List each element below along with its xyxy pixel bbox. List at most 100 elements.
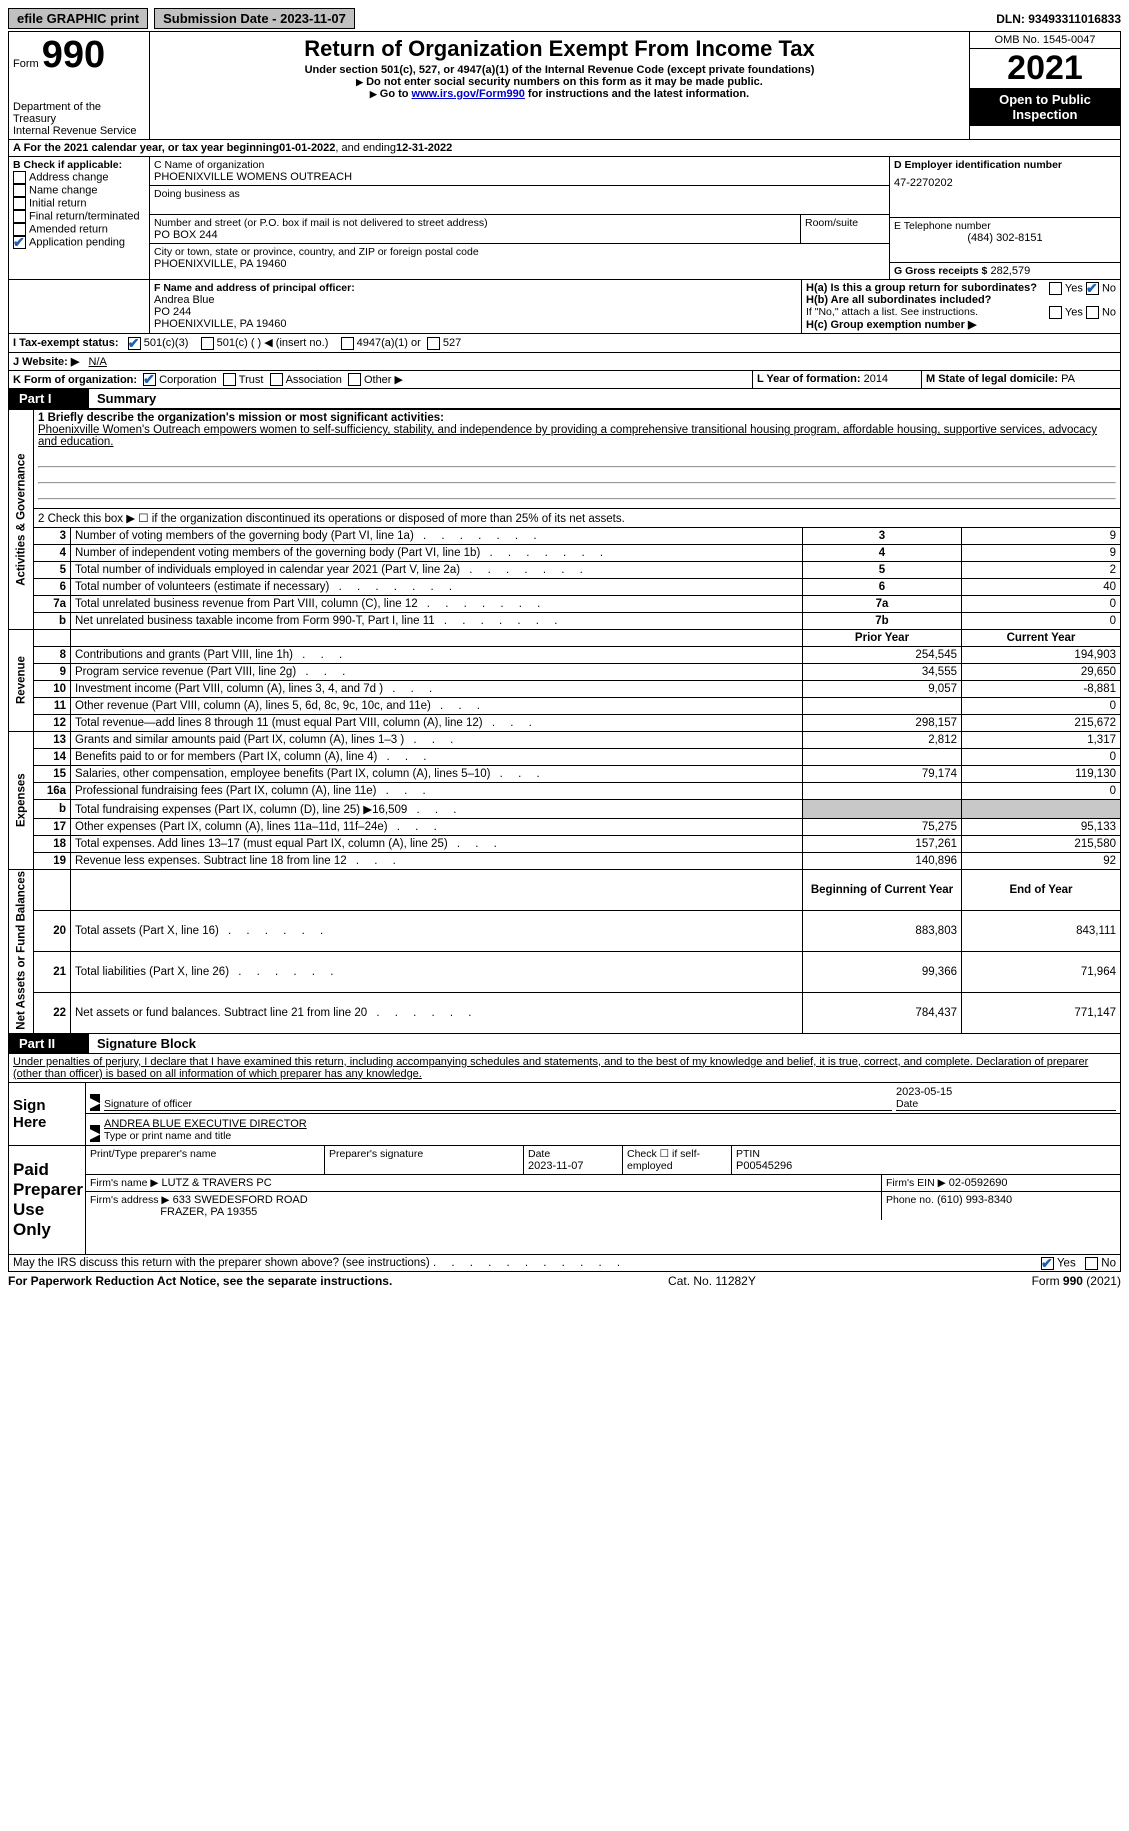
sig-date-value: 2023-05-15 (896, 1086, 952, 1098)
initial-return-checkbox[interactable] (13, 197, 26, 210)
trust-label: Trust (239, 374, 264, 386)
501c-label: 501(c) ( ) ◀ (insert no.) (217, 337, 329, 349)
irs-link[interactable]: www.irs.gov/Form990 (412, 88, 525, 100)
firm-ein-value: 02-0592690 (949, 1177, 1008, 1189)
prep-sig-label: Preparer's signature (329, 1148, 423, 1160)
firm-name-value: LUTZ & TRAVERS PC (161, 1177, 271, 1189)
form-number: 990 (42, 34, 105, 76)
tax-year: 2021 (970, 49, 1120, 88)
submission-date-badge: Submission Date - 2023-11-07 (154, 8, 355, 29)
efile-print-button[interactable]: efile GRAPHIC print (8, 8, 148, 29)
firm-name-label: Firm's name ▶ (90, 1177, 158, 1189)
501c-checkbox[interactable] (201, 337, 214, 350)
open-inspection-badge: Open to Public Inspection (970, 88, 1120, 126)
form-container: Form 990 Department of the Treasury Inte… (8, 31, 1121, 389)
website-value: N/A (89, 356, 107, 368)
may-no-label: No (1101, 1257, 1116, 1269)
street-label: Number and street (or P.O. box if mail i… (154, 217, 796, 229)
hb-no-label: No (1102, 306, 1116, 318)
part2-label: Part II (9, 1034, 89, 1053)
officer-addr2: PHOENIXVILLE, PA 19460 (154, 318, 797, 330)
city-value: PHOENIXVILLE, PA 19460 (154, 258, 885, 270)
tax-year-end: 12-31-2022 (396, 142, 452, 154)
final-return-checkbox[interactable] (13, 210, 26, 223)
header-bar: efile GRAPHIC print Submission Date - 20… (8, 8, 1121, 29)
form-subtitle-1: Under section 501(c), 527, or 4947(a)(1)… (156, 64, 963, 76)
may-yes-checkbox[interactable] (1041, 1257, 1054, 1270)
assoc-checkbox[interactable] (270, 373, 283, 386)
4947-checkbox[interactable] (341, 337, 354, 350)
section-l-label: L Year of formation: (757, 373, 861, 385)
form-reference: Form 990 (2021) (1032, 1274, 1121, 1288)
phone-value: (484) 302-8151 (894, 232, 1116, 244)
officer-name: Andrea Blue (154, 294, 797, 306)
firm-addr-label: Firm's address ▶ (90, 1194, 170, 1206)
room-label: Room/suite (805, 217, 885, 229)
irs-label: Internal Revenue Service (13, 125, 145, 137)
name-title-label: Type or print name and title (104, 1130, 231, 1142)
hc-label: H(c) Group exemption number ▶ (806, 318, 1116, 331)
app-pending-label: Application pending (29, 236, 125, 248)
line-a-mid: , and ending (335, 142, 396, 154)
ha-label: H(a) Is this a group return for subordin… (806, 282, 1037, 294)
firm-addr2: FRAZER, PA 19355 (160, 1206, 257, 1218)
501c3-checkbox[interactable] (128, 337, 141, 350)
goto-suffix: for instructions and the latest informat… (525, 88, 749, 100)
dba-label: Doing business as (154, 188, 885, 200)
part1-title: Summary (89, 389, 164, 408)
org-name: PHOENIXVILLE WOMENS OUTREACH (154, 171, 885, 183)
addr-change-checkbox[interactable] (13, 171, 26, 184)
declaration-text: Under penalties of perjury, I declare th… (8, 1054, 1121, 1083)
section-i-label: I Tax-exempt status: (13, 337, 119, 349)
officer-name-title: ANDREA BLUE EXECUTIVE DIRECTOR (104, 1118, 307, 1130)
may-yes-label: Yes (1057, 1257, 1076, 1269)
tax-year-begin: 01-01-2022 (279, 142, 335, 154)
ein-value: 47-2270202 (894, 177, 1116, 189)
ptin-label: PTIN (736, 1148, 760, 1160)
formation-year: 2014 (864, 373, 888, 385)
corp-checkbox[interactable] (143, 373, 156, 386)
addr-change-label: Address change (29, 171, 109, 183)
name-change-checkbox[interactable] (13, 184, 26, 197)
gross-receipts-value: 282,579 (990, 265, 1030, 277)
ha-no-label: No (1102, 282, 1116, 294)
527-checkbox[interactable] (427, 337, 440, 350)
prep-date-value: 2023-11-07 (528, 1160, 583, 1172)
prep-name-label: Print/Type preparer's name (90, 1148, 216, 1160)
assoc-label: Association (286, 374, 342, 386)
other-checkbox[interactable] (348, 373, 361, 386)
paid-preparer-label: Paid Preparer Use Only (9, 1146, 86, 1254)
sig-arrow-icon-2: ▶ (90, 1125, 100, 1142)
hb-no-checkbox[interactable] (1086, 306, 1099, 319)
sign-here-label: Sign Here (9, 1083, 86, 1145)
ha-yes-label: Yes (1065, 282, 1083, 294)
sig-date-label: Date (896, 1098, 918, 1110)
final-return-label: Final return/terminated (29, 210, 140, 222)
line-a-prefix: A For the 2021 calendar year, or tax yea… (13, 142, 279, 154)
may-no-checkbox[interactable] (1085, 1257, 1098, 1270)
section-e-label: E Telephone number (894, 220, 1116, 232)
ha-yes-checkbox[interactable] (1049, 282, 1062, 295)
form-title: Return of Organization Exempt From Incom… (156, 36, 963, 62)
527-label: 527 (443, 337, 461, 349)
city-label: City or town, state or province, country… (154, 246, 885, 258)
corp-label: Corporation (159, 374, 216, 386)
sig-arrow-icon: ▶ (90, 1094, 100, 1111)
street-value: PO BOX 244 (154, 229, 796, 241)
section-b-header: B Check if applicable: (13, 159, 145, 171)
summary-table: Activities & Governance1 Briefly describ… (8, 409, 1121, 1033)
name-change-label: Name change (29, 184, 98, 196)
hb-label: H(b) Are all subordinates included? (806, 294, 991, 306)
trust-checkbox[interactable] (223, 373, 236, 386)
app-pending-checkbox[interactable] (13, 236, 26, 249)
initial-return-label: Initial return (29, 197, 86, 209)
firm-ein-label: Firm's EIN ▶ (886, 1177, 946, 1189)
501c3-label: 501(c)(3) (144, 337, 189, 349)
goto-prefix: Go to (370, 88, 412, 100)
4947-label: 4947(a)(1) or (357, 337, 421, 349)
hb-yes-label: Yes (1065, 306, 1083, 318)
officer-addr1: PO 244 (154, 306, 797, 318)
ha-no-checkbox[interactable] (1086, 282, 1099, 295)
other-label: Other ▶ (364, 374, 403, 386)
hb-yes-checkbox[interactable] (1049, 306, 1062, 319)
